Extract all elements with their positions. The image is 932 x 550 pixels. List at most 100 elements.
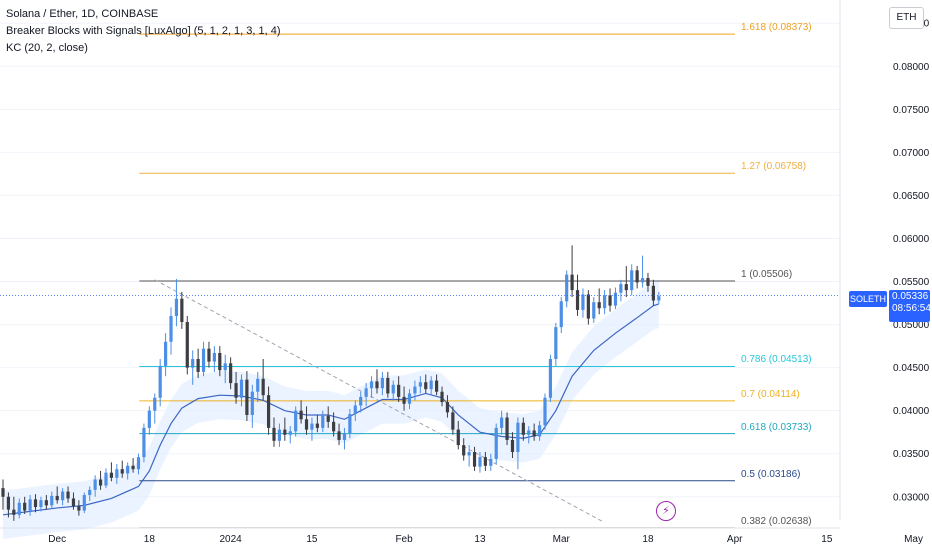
price-tick-label: 0.05000 [893,320,930,331]
time-tick-label: 18 [642,534,654,545]
candle-body [597,302,601,309]
candle-body [369,381,374,389]
time-tick-label: 15 [306,534,318,545]
time-tick-label: 15 [821,534,833,545]
keltner-band [3,279,659,539]
last-price-value: 0.05336 [892,291,929,302]
candle-body [212,352,216,362]
candle-body [229,363,233,384]
price-axis[interactable]: 0.085000.080000.075000.070000.065000.060… [893,19,930,504]
candle-body [646,278,650,286]
candle-body [218,352,222,371]
candle-body [494,427,498,459]
candle-body [635,270,639,283]
candle-body [435,380,439,392]
fib-level-label: 0.382 (0.02638) [741,515,812,527]
candle-body [375,381,379,389]
candle-body [657,296,661,301]
candle-body [61,491,65,501]
candle-body [440,391,444,403]
legend-indicator-keltner[interactable]: KC (20, 2, close) [6,42,88,54]
candle-body [391,384,395,394]
legend-indicator-breaker-blocks[interactable]: Breaker Blocks with Signals [LuxAlgo] (5… [6,25,281,37]
candle-body [456,429,460,446]
price-tick-label: 0.05500 [893,277,930,288]
plot-area[interactable] [0,0,840,520]
legend-title[interactable]: Solana / Ether, 1D, COINBASE [6,8,159,20]
fib-level-label: 1 (0.05506) [741,269,793,280]
fib-level-label: 1.618 (0.08373) [741,22,812,34]
candles [1,245,661,521]
candle-body [234,383,238,398]
candle-body [640,278,645,283]
candle-body [104,472,108,486]
candle-body [299,410,303,420]
candle-body [630,270,634,291]
time-tick-label: May [904,534,923,545]
candle-body [413,386,417,394]
candle-body [153,397,157,411]
candle-body [191,359,195,368]
candle-body [315,423,319,428]
candle-body [256,378,260,392]
fib-level-label: 0.786 (0.04513) [741,354,812,366]
candle-body [565,274,569,302]
candle-body [364,388,368,397]
candle-body [532,430,536,437]
candle-body [55,495,59,501]
candle-body [559,301,563,328]
candle-body [321,415,325,428]
candle-body [429,380,433,390]
candle-body [261,378,265,396]
time-tick-label: 2024 [220,534,243,545]
candle-body [120,469,124,474]
candle-body [575,290,580,310]
price-tick-label: 0.06500 [893,191,930,202]
candle-body [266,395,271,428]
candle-body [424,382,428,390]
currency-button[interactable]: ETH [889,7,924,29]
candle-body [418,382,422,387]
candle-body [592,302,596,319]
candle-body [489,458,493,466]
candle-body [310,423,314,430]
candle-body [164,341,168,366]
candle-body [201,348,206,372]
chart-legend: Solana / Ether, 1D, COINBASE Breaker Blo… [6,6,281,57]
candle-body [44,500,48,506]
candle-body [294,410,298,432]
time-tick-label: Mar [553,534,571,545]
countdown-timer: 08:56:54 [892,303,931,314]
candle-body [93,479,97,490]
price-tick-label: 0.08000 [893,62,930,73]
candle-body [1,488,5,497]
symbol-tag: SOLETH [849,291,887,307]
candle-body [71,498,76,507]
candle-body [12,509,16,515]
candle-body [6,496,11,510]
candle-body [207,348,211,362]
candle-body [82,495,86,511]
candle-body [505,417,509,440]
price-tick-label: 0.07500 [893,105,930,116]
fib-level-label: 0.7 (0.04114) [741,388,800,400]
fib-level-label: 0.618 (0.03733) [741,421,812,433]
candle-body [478,457,482,467]
candle-body [147,410,151,428]
candle-body [527,430,531,435]
lightning-signal-icon[interactable]: ⚡ [656,501,676,521]
candle-body [407,393,412,404]
candle-body [570,274,574,291]
price-tick-label: 0.07000 [893,148,930,159]
candle-body [174,298,179,316]
time-axis[interactable]: Dec18202415Feb13Mar18Apr15May13 [48,534,932,545]
price-tick-label: 0.03000 [893,492,930,503]
candle-body [277,429,282,441]
candle-body [483,457,487,466]
candle-body [619,284,623,293]
candle-body [359,396,363,406]
keltner-midline [2,303,660,516]
candle-body [196,359,200,372]
candle-body [337,431,341,440]
